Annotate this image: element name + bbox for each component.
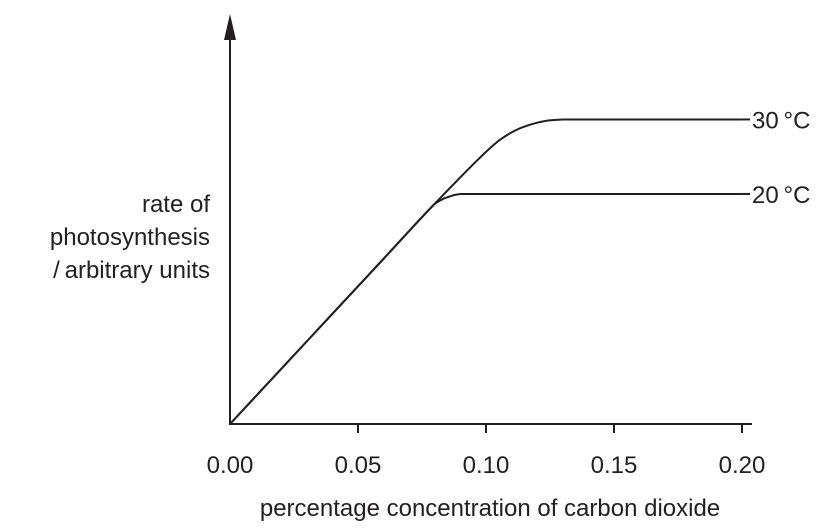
x-tick-label: 0.10 (463, 452, 510, 479)
y-axis-label-line-2: photosynthesis (49, 224, 210, 251)
series-lines (229, 118, 750, 425)
series-line-2 (229, 192, 742, 425)
series-label-2: 20 °C (752, 182, 810, 209)
series-labels: 30 °C 20 °C (752, 107, 810, 209)
y-axis-arrowhead (224, 14, 236, 40)
axes (224, 14, 752, 425)
x-ticks (357, 424, 743, 433)
x-tick-label: 0.00 (207, 452, 254, 479)
series-line-1 (229, 118, 742, 425)
x-axis-label: percentage concentration of carbon dioxi… (259, 495, 721, 522)
x-tick-labels: 0.00 0.05 0.10 0.15 0.20 (207, 452, 766, 479)
x-tick-label: 0.15 (591, 452, 638, 479)
y-axis-label-line-3: / arbitrary units (53, 257, 210, 284)
y-axis-label-line-1: rate of (141, 191, 210, 218)
y-axis-label: rate of photosynthesis / arbitrary units (30, 188, 210, 287)
series-label-1: 30 °C (752, 107, 810, 134)
x-tick-label: 0.20 (719, 452, 766, 479)
x-tick-label: 0.05 (335, 452, 382, 479)
